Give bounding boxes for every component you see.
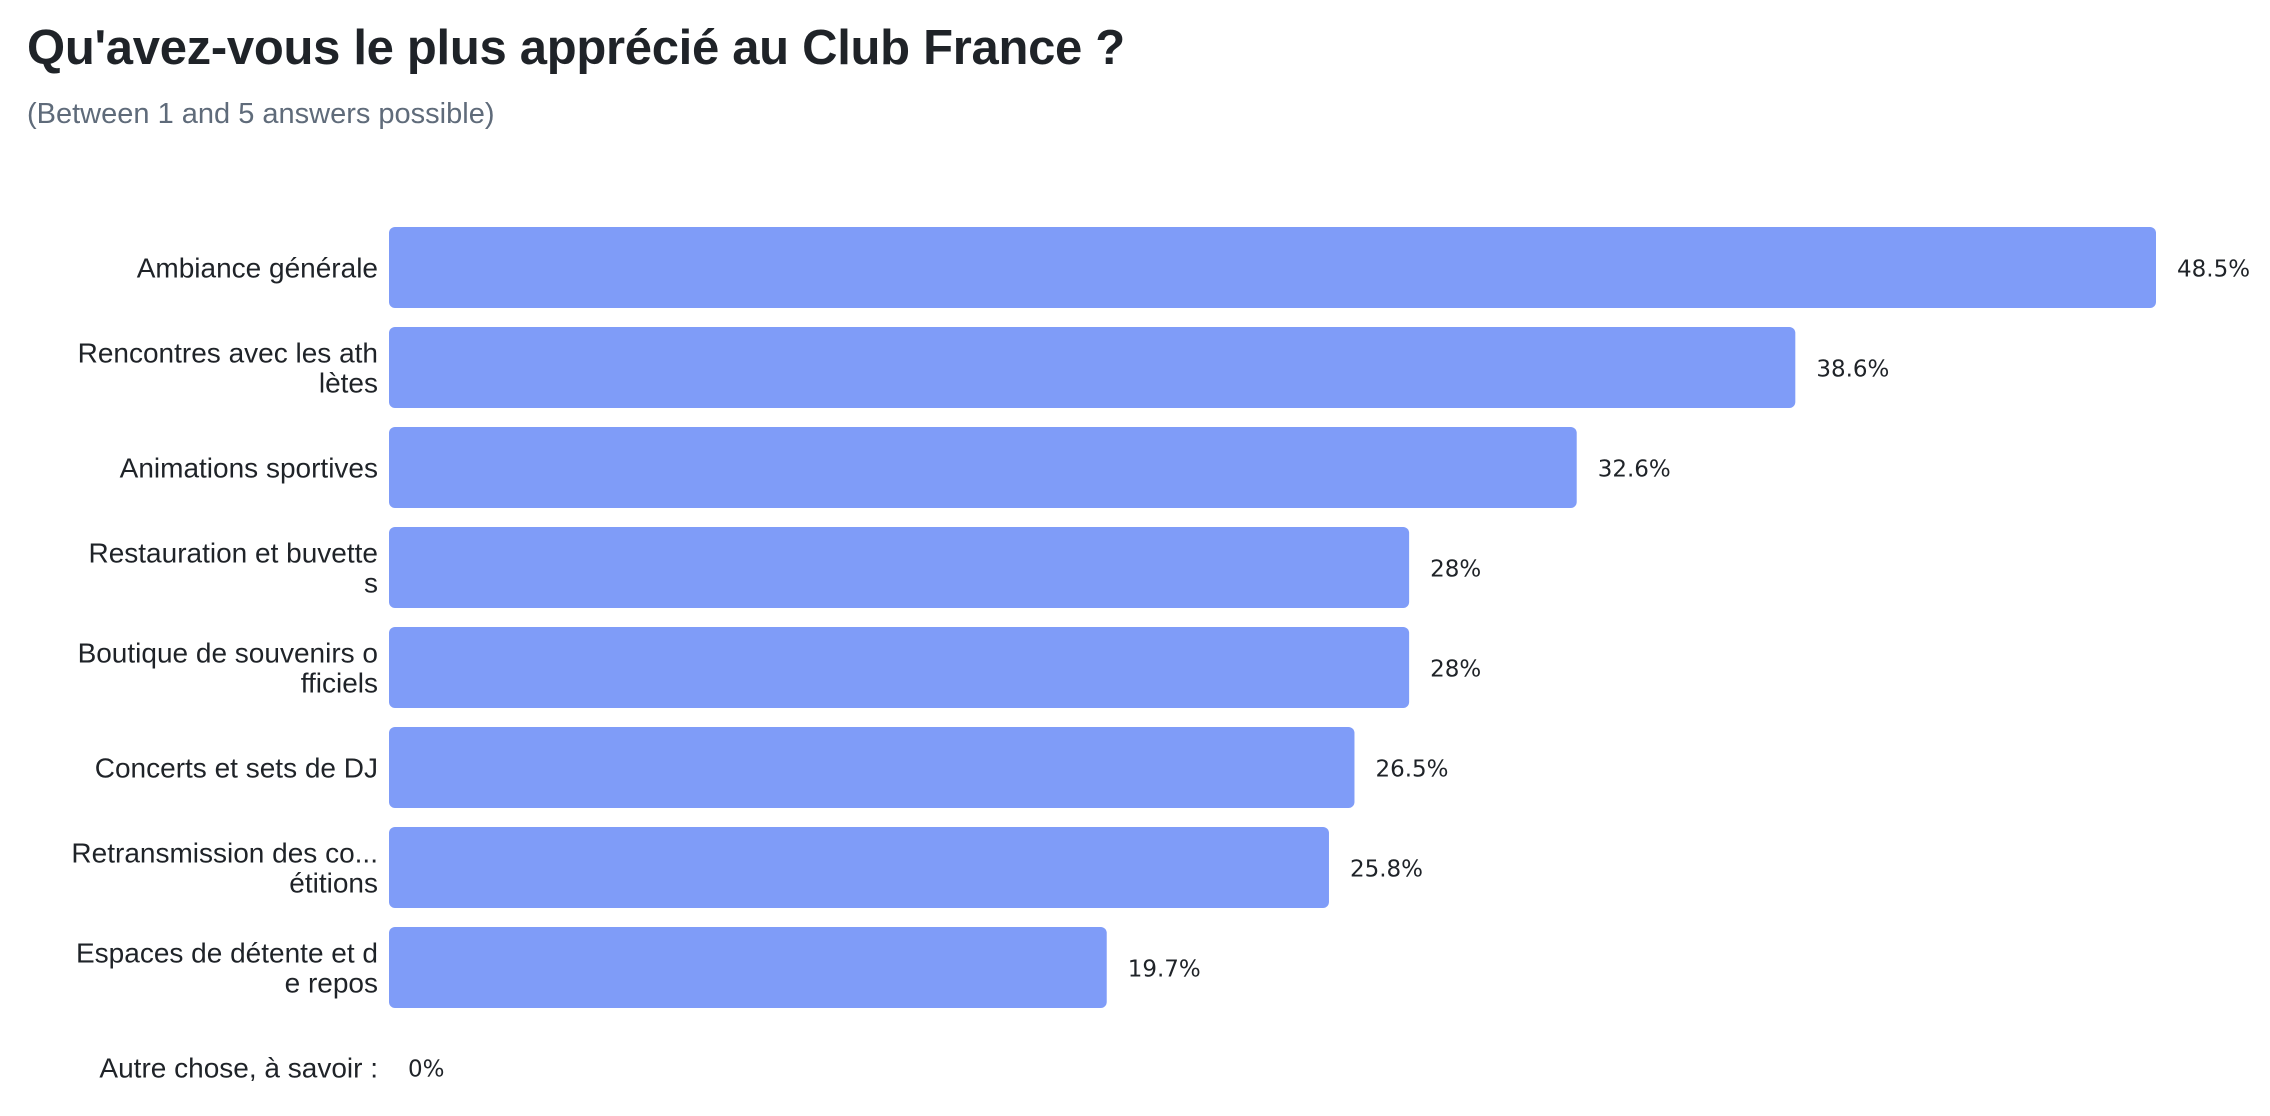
bar: [389, 227, 2156, 308]
category-label: Retransmission des co... étitions: [71, 838, 378, 899]
bar: [389, 427, 1577, 508]
bar: [389, 827, 1329, 908]
bar: [389, 927, 1107, 1008]
value-label: 32.6%: [1598, 457, 1671, 483]
value-label: 19.7%: [1128, 957, 1201, 983]
bar: [389, 527, 1410, 608]
category-label: Restauration et buvette s: [88, 538, 378, 599]
category-label: Animations sportives: [120, 453, 378, 484]
value-label: 38.6%: [1816, 357, 1889, 383]
chart-title: Qu'avez-vous le plus apprécié au Club Fr…: [27, 21, 1125, 75]
value-label: 48.5%: [2177, 257, 2250, 283]
chart-subtitle: (Between 1 and 5 answers possible): [27, 98, 495, 130]
value-label: 0%: [408, 1057, 445, 1083]
category-label: Ambiance générale: [137, 253, 378, 284]
category-label: Boutique de souvenirs o fficiels: [78, 638, 378, 699]
category-label: Autre chose, à savoir :: [99, 1053, 378, 1084]
category-label: Concerts et sets de DJ: [95, 753, 378, 784]
bar: [389, 327, 1796, 408]
value-label: 28%: [1430, 557, 1481, 583]
bar: [389, 727, 1355, 808]
bar: [389, 627, 1410, 708]
value-label: 26.5%: [1375, 757, 1448, 783]
category-label: Rencontres avec les ath lètes: [78, 338, 378, 399]
value-label: 28%: [1430, 657, 1481, 683]
value-label: 25.8%: [1350, 857, 1423, 883]
